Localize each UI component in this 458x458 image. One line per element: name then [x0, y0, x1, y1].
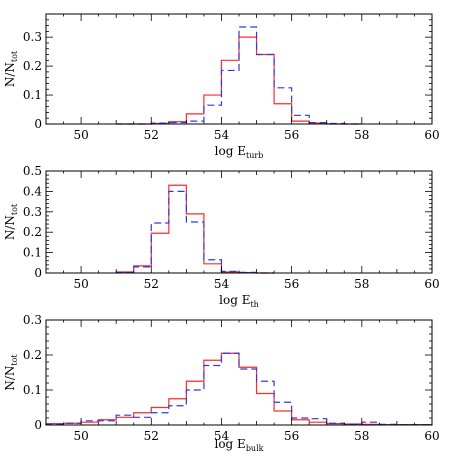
x-tick-label: 58 [354, 429, 369, 443]
y-tick-label: 0.1 [23, 383, 42, 397]
x-tick-label: 50 [73, 128, 88, 142]
x-tick-label: 54 [214, 429, 230, 443]
histogram-panel-1: 50 52 54 56 58 60 0 0.1 0.2 0.3 log Eturb N/Ntot [3, 13, 440, 160]
y-tick-label: 0.4 [23, 184, 42, 198]
x-tick-label: 60 [424, 128, 439, 142]
histogram-series-dashed-3 [45, 352, 433, 426]
histogram-series-dashed-2 [115, 190, 275, 274]
histogram-series-solid-3 [45, 352, 433, 426]
y-tick-label: 0.3 [23, 313, 42, 327]
y-tick-label: 0 [34, 266, 42, 280]
x-tick-label: 54 [214, 277, 230, 291]
x-tick-label: 56 [284, 277, 299, 291]
histogram-series-solid-1 [116, 36, 362, 125]
y-tick-label: 0.3 [23, 30, 42, 44]
y-tick-label: 0.2 [23, 348, 42, 362]
y-axis-label: N/Ntot [3, 203, 19, 240]
x-tick-label: 50 [73, 277, 88, 291]
histogram-series-dashed-1 [116, 26, 362, 125]
y-tick-label: 0.1 [23, 246, 42, 260]
y-tick-label: 0 [34, 117, 42, 131]
x-tick-label: 50 [73, 429, 88, 443]
y-tick-label: 0.2 [23, 59, 42, 73]
y-axis-label: N/Ntot [3, 50, 19, 87]
x-tick-label: 56 [284, 429, 299, 443]
y-tick-label: 0.2 [23, 225, 42, 239]
x-tick-label: 52 [144, 429, 159, 443]
x-axis-label: log Eturb [215, 144, 264, 160]
x-axis-label: log Ebulk [214, 437, 263, 453]
y-tick-label: 0.5 [23, 164, 42, 178]
y-tick-label: 0.3 [23, 205, 42, 219]
histogram-panel-3: 50 52 54 56 58 60 0 0.1 0.2 0.3 log Ebulk N/Ntot [3, 313, 440, 453]
x-tick-label: 58 [354, 128, 369, 142]
x-tick-label: 52 [144, 277, 159, 291]
plot-frame [45, 170, 433, 274]
x-tick-label: 60 [424, 277, 439, 291]
x-tick-label: 56 [284, 128, 299, 142]
histogram-panel-2: 50 52 54 56 58 60 0 0.1 0.2 0.3 0.4 0.5 log Eth N/Nto… [3, 164, 440, 309]
x-tick-label: 58 [354, 277, 369, 291]
x-tick-label: 60 [424, 429, 439, 443]
x-axis-label: log Eth [219, 293, 259, 309]
x-tick-label: 52 [144, 128, 159, 142]
x-tick-label: 54 [214, 128, 230, 142]
plot-frame [45, 319, 433, 426]
histogram-series-solid-2 [115, 184, 275, 274]
y-axis-label: N/Ntot [3, 354, 19, 391]
y-tick-label: 0.1 [23, 88, 42, 102]
y-tick-label: 0 [34, 418, 42, 432]
